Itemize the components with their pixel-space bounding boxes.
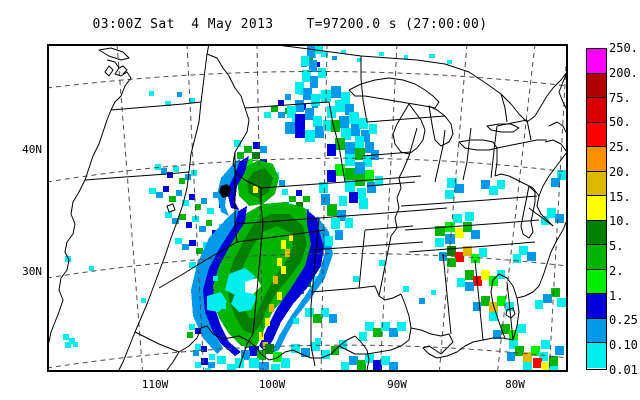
colorbar-band [587, 196, 606, 221]
colorbar-tick-label: 250. [609, 41, 638, 55]
map-boundaries [49, 46, 566, 370]
colorbar-tick-label: 0.10 [609, 338, 638, 353]
colorbar-band [587, 147, 606, 172]
map-svg [49, 46, 566, 370]
colorbar-tick-label: 50. [609, 115, 631, 130]
precip-upper-midwest [285, 46, 383, 209]
colorbar-band [587, 122, 606, 148]
x-tick-label-90w: 90W [387, 378, 407, 391]
colorbar-tick-label: 25. [609, 140, 631, 155]
precip-southwest [63, 256, 226, 370]
colorbar-tick-label: 0.25 [609, 313, 638, 328]
precip-southeast [481, 170, 566, 309]
colorbar-tick-label: 200. [609, 65, 638, 80]
colorbar-tick-label: 5. [609, 239, 624, 254]
map-plot-area[interactable] [47, 44, 568, 372]
colorbar-tick-label: 2. [609, 263, 624, 278]
colorbar-tick-label: 75. [609, 90, 631, 105]
x-tick-label-80w: 80W [505, 378, 525, 391]
y-tick-label-30n: 30N [22, 265, 42, 278]
colorbar-band [587, 294, 606, 319]
colorbar-band [587, 269, 606, 295]
colorbar-band [587, 98, 606, 123]
colorbar-tick-label: 1. [609, 288, 624, 303]
figure-title: 03:00Z Sat 4 May 2013 T=97200.0 s (27:00… [92, 17, 488, 32]
colorbar-band [587, 49, 606, 74]
map-canvas [49, 46, 566, 370]
colorbar-band [587, 171, 606, 197]
colorbar-tick-label: 20. [609, 164, 631, 179]
colorbar-band [587, 318, 606, 344]
precip-gulf-coast [217, 340, 347, 370]
colorbar-band [587, 245, 606, 270]
precip-main-frontal-band [191, 156, 353, 356]
colorbar-band [587, 73, 606, 99]
x-tick-label-110w: 110W [141, 378, 169, 391]
colorbar [586, 48, 607, 370]
colorbar-tick-label: 0.01 [609, 363, 638, 377]
colorbar-band [587, 343, 606, 368]
colorbar-tick-label: 15. [609, 189, 631, 204]
precipitation-field [63, 46, 566, 370]
precip-misc [293, 260, 436, 344]
y-tick-label-40n: 40N [22, 143, 42, 156]
colorbar-tick-label: 10. [609, 214, 631, 229]
x-tick-label-100w: 100W [258, 378, 286, 391]
colorbar-band [587, 220, 606, 246]
